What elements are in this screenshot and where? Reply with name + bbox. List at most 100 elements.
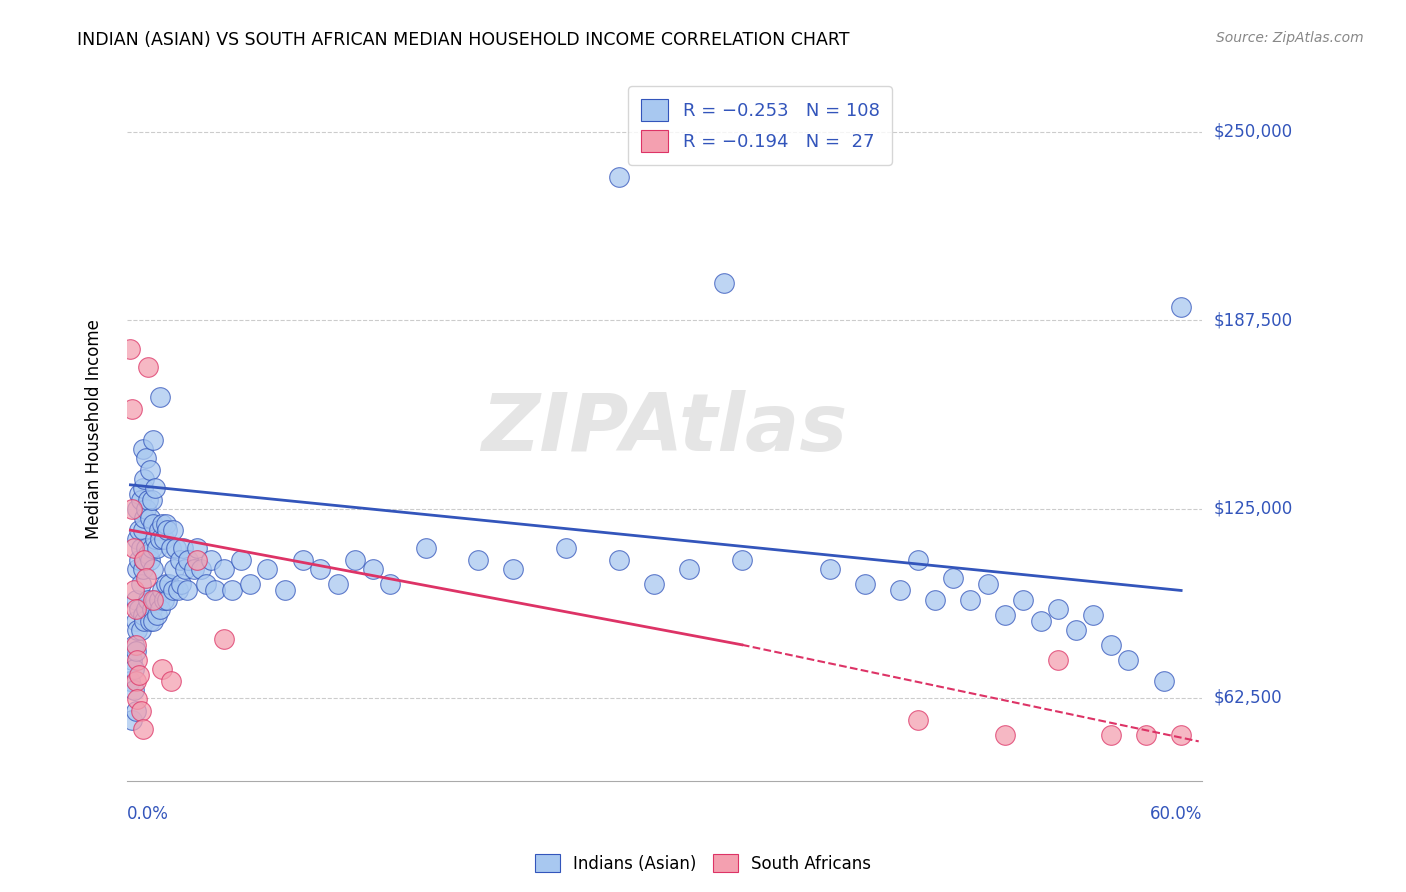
Text: INDIAN (ASIAN) VS SOUTH AFRICAN MEDIAN HOUSEHOLD INCOME CORRELATION CHART: INDIAN (ASIAN) VS SOUTH AFRICAN MEDIAN H… [77,31,849,49]
Point [1170,300,1192,314]
Point [143,592,166,607]
Point [678,562,700,576]
Point [309,562,332,576]
Point [129,492,152,507]
Point [415,541,437,556]
Point [1135,728,1157,742]
Text: $250,000: $250,000 [1213,123,1292,141]
Point [129,541,152,556]
Point [274,583,297,598]
Point [128,553,150,567]
Point [190,562,212,576]
Point [731,553,754,567]
Point [142,433,165,447]
Point [1064,623,1087,637]
Point [127,653,149,667]
Point [120,342,142,356]
Point [186,553,208,567]
Point [174,562,197,576]
Point [139,553,162,567]
Point [167,583,190,598]
Point [326,577,349,591]
Point [150,583,173,598]
Point [128,668,150,682]
Point [221,583,243,598]
Point [141,492,163,507]
Text: Source: ZipAtlas.com: Source: ZipAtlas.com [1216,31,1364,45]
Point [125,614,148,628]
Point [129,577,152,591]
Point [889,583,911,598]
Point [467,553,489,567]
Point [122,662,145,676]
Point [176,583,198,598]
Point [853,577,876,591]
Point [380,577,402,591]
Point [1153,673,1175,688]
Point [127,502,149,516]
Point [153,532,176,546]
Point [142,517,165,532]
Point [907,713,929,727]
Point [148,523,170,537]
Point [150,517,173,532]
Point [139,463,162,477]
Text: 60.0%: 60.0% [1150,805,1202,823]
Point [163,562,186,576]
Point [136,360,159,375]
Point [134,472,156,486]
Point [122,638,145,652]
Point [129,623,152,637]
Point [607,169,630,184]
Point [1170,728,1192,742]
Point [139,614,162,628]
Point [143,481,166,495]
Point [134,614,156,628]
Point [157,577,180,591]
Point [344,553,367,567]
Point [172,541,194,556]
Point [907,553,929,567]
Point [132,562,155,576]
Legend: Indians (Asian), South Africans: Indians (Asian), South Africans [529,847,877,880]
Point [162,523,184,537]
Point [125,601,148,615]
Point [134,511,156,525]
Point [135,450,157,465]
Point [204,583,226,598]
Point [141,541,163,556]
Point [200,553,222,567]
Point [502,562,524,576]
Point [129,704,152,718]
Point [132,523,155,537]
Point [135,502,157,516]
Point [155,577,177,591]
Point [148,592,170,607]
Point [146,607,169,622]
Point [141,601,163,615]
Point [132,723,155,737]
Point [121,653,143,667]
Point [1118,653,1140,667]
Point [132,607,155,622]
Point [142,614,165,628]
Point [170,577,193,591]
Point [125,592,148,607]
Point [256,562,278,576]
Point [713,276,735,290]
Point [142,562,165,576]
Point [149,532,172,546]
Point [555,541,578,556]
Point [149,601,172,615]
Point [149,390,172,404]
Point [1099,638,1122,652]
Text: ZIPAtlas: ZIPAtlas [481,390,848,468]
Point [1047,653,1070,667]
Point [125,673,148,688]
Point [125,704,148,718]
Point [153,592,176,607]
Text: 0.0%: 0.0% [127,805,169,823]
Point [183,562,205,576]
Point [120,673,142,688]
Point [607,553,630,567]
